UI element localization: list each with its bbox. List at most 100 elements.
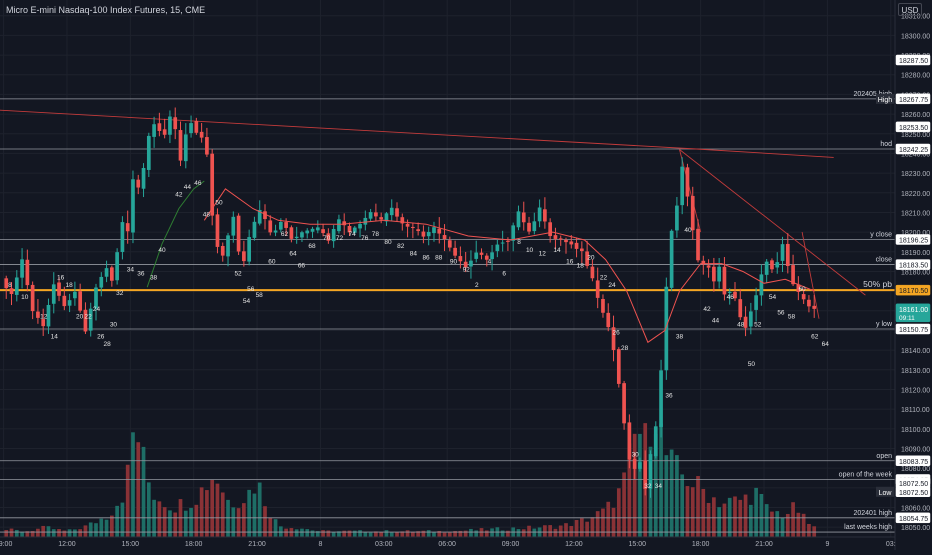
candle-body[interactable] xyxy=(585,251,589,266)
candle-body[interactable] xyxy=(183,134,188,162)
candle-body[interactable] xyxy=(801,294,806,300)
candle-body[interactable] xyxy=(141,167,146,189)
candle-body[interactable] xyxy=(616,349,621,384)
candle-body[interactable] xyxy=(162,129,167,135)
candle-body[interactable] xyxy=(252,221,257,238)
candle-body[interactable] xyxy=(189,123,193,134)
candle-body[interactable] xyxy=(812,305,817,309)
candle-body[interactable] xyxy=(337,219,341,232)
candle-body[interactable] xyxy=(785,243,790,266)
candle-body[interactable] xyxy=(242,251,246,262)
candle-body[interactable] xyxy=(125,223,130,232)
candle-body[interactable] xyxy=(426,231,431,237)
candle-body[interactable] xyxy=(199,131,204,138)
candle-body[interactable] xyxy=(659,370,663,427)
candle-body[interactable] xyxy=(389,207,394,216)
candle-body[interactable] xyxy=(173,117,178,130)
candle-body[interactable] xyxy=(690,195,695,231)
candle-body[interactable] xyxy=(78,291,83,311)
candle-body[interactable] xyxy=(738,299,743,318)
candle-body[interactable] xyxy=(717,266,721,282)
candle-body[interactable] xyxy=(653,426,658,457)
candle-body[interactable] xyxy=(400,217,405,224)
candle-body[interactable] xyxy=(506,240,510,242)
candle-body[interactable] xyxy=(775,262,780,268)
candle-body[interactable] xyxy=(743,316,748,328)
candle-body[interactable] xyxy=(268,220,273,233)
candle-body[interactable] xyxy=(675,205,679,231)
candle-body[interactable] xyxy=(73,291,77,299)
candle-body[interactable] xyxy=(791,265,795,285)
candle-body[interactable] xyxy=(210,153,215,216)
candle-body[interactable] xyxy=(595,280,600,298)
candle-body[interactable] xyxy=(226,235,230,257)
candle-body[interactable] xyxy=(516,211,521,228)
candle-body[interactable] xyxy=(363,217,368,225)
candle-body[interactable] xyxy=(94,287,98,309)
candle-body[interactable] xyxy=(606,312,611,328)
candle-body[interactable] xyxy=(358,223,362,229)
candle-body[interactable] xyxy=(611,327,616,351)
candle-body[interactable] xyxy=(374,212,378,217)
candle-body[interactable] xyxy=(342,221,347,226)
candle-body[interactable] xyxy=(347,225,352,233)
candle-body[interactable] xyxy=(643,460,648,489)
candle-body[interactable] xyxy=(479,252,484,255)
candle-body[interactable] xyxy=(104,268,109,277)
candle-body[interactable] xyxy=(770,260,774,270)
candle-body[interactable] xyxy=(527,222,531,232)
candle-body[interactable] xyxy=(733,291,737,299)
candle-body[interactable] xyxy=(194,120,199,133)
candle-body[interactable] xyxy=(632,458,637,469)
candle-body[interactable] xyxy=(278,222,283,230)
candle-body[interactable] xyxy=(41,319,46,327)
candle-body[interactable] xyxy=(136,179,141,188)
candle-body[interactable] xyxy=(257,209,262,224)
candle-body[interactable] xyxy=(284,222,288,228)
candle-body[interactable] xyxy=(421,231,426,237)
candle-body[interactable] xyxy=(579,248,584,252)
candle-body[interactable] xyxy=(537,207,542,222)
candle-body[interactable] xyxy=(669,230,674,288)
candle-body[interactable] xyxy=(36,311,40,318)
candle-body[interactable] xyxy=(331,229,336,242)
candle-body[interactable] xyxy=(67,300,72,306)
candle-body[interactable] xyxy=(521,212,526,223)
candle-body[interactable] xyxy=(263,211,267,220)
candle-body[interactable] xyxy=(157,123,162,131)
candle-body[interactable] xyxy=(796,284,801,292)
trendline[interactable] xyxy=(0,109,834,158)
candle-body[interactable] xyxy=(442,235,447,240)
candle-body[interactable] xyxy=(215,214,220,247)
candle-body[interactable] xyxy=(405,223,410,227)
candle-body[interactable] xyxy=(696,228,700,261)
candle-body[interactable] xyxy=(14,277,19,295)
candle-body[interactable] xyxy=(458,256,463,262)
candle-body[interactable] xyxy=(706,265,711,268)
candle-body[interactable] xyxy=(474,252,479,259)
candle-body[interactable] xyxy=(205,137,209,155)
candle-body[interactable] xyxy=(247,237,251,262)
candle-body[interactable] xyxy=(764,261,769,275)
candle-body[interactable] xyxy=(532,221,537,232)
candle-body[interactable] xyxy=(352,227,357,233)
trendline[interactable] xyxy=(679,149,866,296)
candle-body[interactable] xyxy=(495,244,500,252)
trendline[interactable] xyxy=(679,149,702,233)
candle-body[interactable] xyxy=(469,260,473,267)
candle-body[interactable] xyxy=(553,235,558,239)
candle-body[interactable] xyxy=(236,215,241,252)
candle-body[interactable] xyxy=(754,295,758,310)
candle-body[interactable] xyxy=(384,213,389,222)
candle-body[interactable] xyxy=(88,308,93,331)
candle-body[interactable] xyxy=(46,304,51,327)
candle-body[interactable] xyxy=(20,259,24,278)
candle-body[interactable] xyxy=(4,278,9,289)
candle-body[interactable] xyxy=(680,166,685,206)
candle-body[interactable] xyxy=(437,228,442,234)
candle-body[interactable] xyxy=(511,225,516,241)
candle-body[interactable] xyxy=(120,222,125,252)
candle-body[interactable] xyxy=(701,260,706,265)
